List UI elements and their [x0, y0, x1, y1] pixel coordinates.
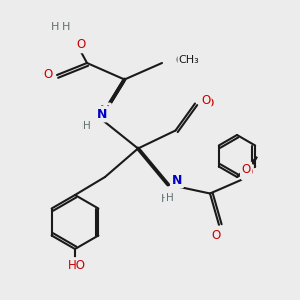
Text: O: O — [212, 227, 220, 241]
Text: O: O — [76, 38, 85, 52]
Text: H: H — [81, 122, 90, 133]
Text: N: N — [174, 172, 183, 185]
Text: H: H — [83, 121, 91, 131]
Text: O: O — [204, 97, 213, 110]
Text: O: O — [243, 166, 252, 179]
Text: H: H — [62, 22, 70, 32]
Text: CH₃: CH₃ — [178, 55, 199, 65]
Text: O: O — [42, 68, 51, 82]
Text: H: H — [51, 22, 60, 32]
Text: N: N — [97, 107, 107, 121]
Text: O: O — [76, 38, 85, 52]
Text: O: O — [44, 68, 52, 82]
Text: O: O — [212, 229, 220, 242]
Text: HO: HO — [66, 259, 84, 272]
Text: N: N — [100, 104, 110, 118]
Text: O: O — [201, 94, 210, 107]
Text: H: H — [166, 193, 173, 203]
Text: O: O — [242, 163, 250, 176]
Text: N: N — [172, 173, 182, 187]
Text: H: H — [161, 194, 169, 205]
Text: CH₃: CH₃ — [176, 53, 197, 67]
Text: HO: HO — [68, 259, 85, 272]
